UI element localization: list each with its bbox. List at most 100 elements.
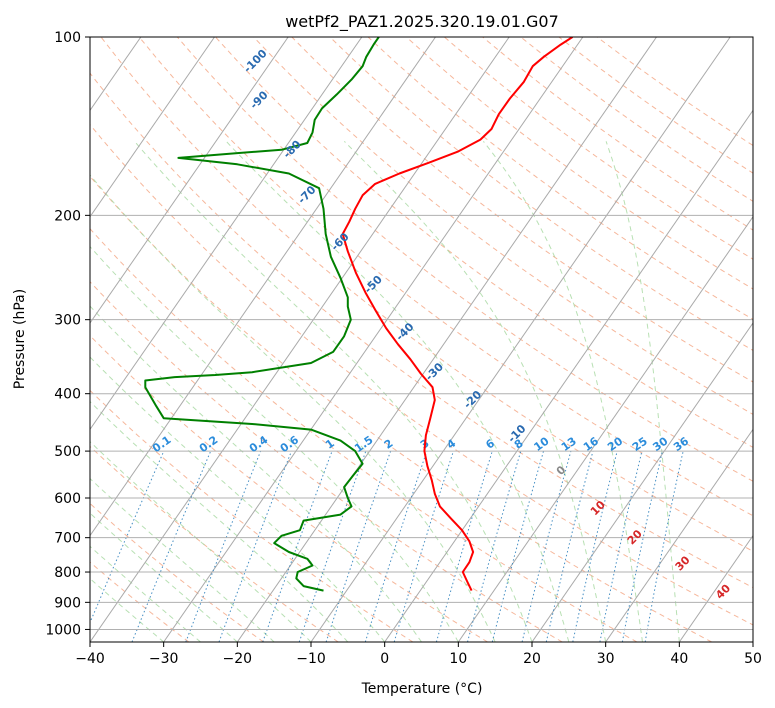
mixing-ratio-label: 6 — [483, 437, 497, 452]
x-tick-label: 30 — [597, 651, 615, 667]
isotherm-line — [752, 641, 753, 642]
dry-adiabat — [253, 37, 753, 415]
dry-adiabat — [520, 37, 753, 202]
y-tick-label: 100 — [54, 30, 81, 46]
y-tick-label: 300 — [54, 313, 81, 329]
y-tick-label: 600 — [54, 491, 81, 507]
isotherm-line — [310, 37, 731, 642]
isotherm-label: -20 — [461, 388, 484, 411]
isotherm-label: 40 — [713, 582, 733, 602]
y-tick-label: 700 — [54, 531, 81, 547]
mixing-ratio-line — [467, 450, 522, 642]
mixing-ratio-label: 0.6 — [278, 433, 302, 455]
background-lines — [0, 37, 753, 642]
moist-adiabat — [225, 140, 570, 642]
dry-adiabat — [90, 389, 414, 642]
isotherm-line — [90, 37, 436, 537]
temperature-profile-line — [341, 37, 574, 592]
isotherm-label: -100 — [241, 47, 270, 76]
isotherm-line — [90, 37, 510, 642]
x-tick-label: 50 — [744, 651, 762, 667]
y-tick-label: 400 — [54, 387, 81, 403]
dry-adiabat — [329, 37, 753, 351]
mixing-ratio-line — [262, 450, 333, 642]
mixing-ratio-labels: 0.1 0.2 0.4 0.6 1 1.5 2 3 4 6 8 10 13 16 20 25 30 36 — [150, 433, 691, 455]
dry-adiabat — [90, 123, 753, 626]
x-tick-label: −30 — [149, 651, 179, 667]
isotherm-label: -10 — [505, 422, 528, 445]
moist-adiabat — [90, 440, 312, 642]
isotherm-line — [236, 37, 657, 642]
moist-adiabat — [90, 400, 349, 642]
moist-adiabat — [605, 141, 680, 642]
isotherm-line — [90, 37, 363, 431]
x-tick-label: −10 — [296, 651, 326, 667]
mixing-ratio-line — [621, 450, 663, 642]
mixing-ratio-line — [325, 450, 392, 642]
x-tick-label: 0 — [380, 651, 389, 667]
mixing-ratio-label: 4 — [445, 437, 459, 452]
mixing-ratio-label: 0.1 — [150, 433, 173, 455]
dry-adiabat — [291, 37, 753, 383]
isotherm-line — [384, 109, 753, 642]
mixing-ratio-line — [298, 450, 367, 642]
x-axis-label: Temperature (°C) — [361, 681, 483, 697]
mixing-ratio-line — [393, 450, 454, 642]
mixing-ratio-line — [131, 450, 212, 642]
dry-adiabat — [90, 228, 638, 642]
moist-adiabat — [90, 577, 165, 642]
y-axis-label: Pressure (hPa) — [12, 289, 28, 389]
isotherm-line — [90, 37, 289, 324]
dewpoint-profile-line — [144, 37, 380, 592]
mixing-ratio-label: 2 — [382, 437, 396, 452]
isotherm-line — [163, 37, 584, 642]
x-axis: −40 −30 −20 −10 0 10 20 30 40 50 — [75, 642, 762, 667]
mixing-ratio-label: 0.4 — [247, 433, 271, 455]
x-tick-label: 20 — [523, 651, 541, 667]
isotherm-line — [0, 37, 67, 642]
x-tick-label: −20 — [223, 651, 253, 667]
dry-adiabat — [596, 37, 753, 147]
x-tick-label: −40 — [75, 651, 105, 667]
dry-adiabat — [90, 175, 712, 642]
y-tick-label: 1000 — [45, 622, 81, 638]
y-tick-label: 900 — [54, 595, 81, 611]
dry-adiabat — [90, 334, 488, 642]
dry-adiabat — [138, 37, 753, 517]
isotherm-label: -80 — [281, 138, 304, 161]
dry-adiabat — [90, 72, 753, 589]
mixing-ratio-line — [364, 450, 428, 642]
isotherm-line — [90, 37, 215, 218]
dry-adiabat — [444, 37, 753, 260]
isotherm-line — [531, 322, 753, 642]
moist-adiabat — [483, 140, 643, 642]
isotherm-line — [457, 215, 753, 642]
plot-frame — [89, 36, 754, 643]
mixing-ratio-line — [435, 450, 493, 642]
mixing-ratio-line — [545, 450, 594, 642]
mixing-ratio-line — [90, 450, 165, 624]
grid-lines — [90, 37, 753, 630]
y-tick-label: 200 — [54, 208, 81, 224]
y-axis: 100 200 300 400 500 600 700 800 900 1000 — [45, 30, 90, 638]
chart-title: wetPf2_PAZ1.2025.320.19.01.G07 — [285, 12, 559, 32]
y-tick-label: 800 — [54, 565, 81, 581]
mixing-ratio-label: 0.2 — [197, 433, 220, 455]
y-tick-label: 500 — [54, 444, 81, 460]
series-group — [144, 37, 574, 592]
isotherm-label: 30 — [673, 553, 693, 573]
x-tick-label: 40 — [670, 651, 688, 667]
isotherm-label: -40 — [393, 320, 416, 343]
isotherm-label: 20 — [625, 527, 645, 547]
moist-adiabat — [90, 512, 238, 642]
x-tick-label: 10 — [449, 651, 467, 667]
dry-adiabat — [100, 37, 753, 552]
dry-adiabat — [367, 37, 753, 320]
mixing-ratio-line — [218, 450, 292, 642]
mixing-ratio-line — [491, 450, 544, 642]
isotherm-line — [605, 428, 753, 642]
mixing-ratio-line — [599, 450, 643, 642]
dry-adiabat — [90, 281, 563, 642]
isotherm-label: 0 — [554, 463, 569, 478]
